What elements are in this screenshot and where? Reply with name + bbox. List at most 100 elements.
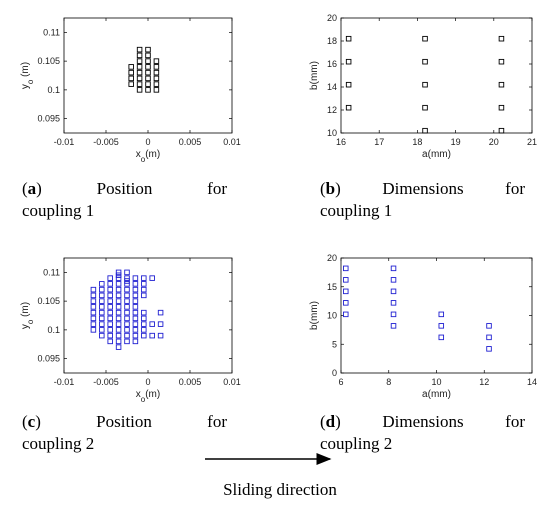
plot-area-d bbox=[340, 257, 533, 374]
data-point-c bbox=[141, 281, 147, 287]
data-point-c bbox=[132, 309, 139, 316]
data-point-b bbox=[345, 104, 352, 111]
data-point-a bbox=[153, 58, 160, 64]
caption-b-label: (b) bbox=[320, 179, 341, 198]
data-point-a bbox=[145, 81, 151, 87]
data-point-c bbox=[115, 315, 122, 322]
data-point-d bbox=[343, 288, 349, 295]
x-axis-label-b: a(mm) bbox=[422, 149, 451, 160]
caption-d-word1: Dimensions bbox=[382, 412, 464, 431]
data-point-c bbox=[124, 292, 130, 299]
y-tick-label-c: 0.1 bbox=[47, 325, 60, 335]
data-point-c bbox=[132, 315, 139, 322]
x-tick-label-c: 0 bbox=[145, 377, 150, 387]
caption-d-word2: for bbox=[505, 412, 525, 431]
data-point-c bbox=[107, 327, 113, 333]
data-point-c bbox=[124, 332, 130, 339]
x-tick-label-a: 0 bbox=[145, 137, 150, 147]
data-point-d bbox=[390, 277, 397, 283]
data-point-a bbox=[136, 58, 143, 64]
data-point-b bbox=[345, 81, 352, 88]
data-point-c bbox=[124, 327, 130, 333]
data-point-a bbox=[145, 87, 151, 93]
data-point-c bbox=[141, 332, 147, 339]
data-point-d bbox=[390, 311, 397, 318]
y-tick-label-b: 18 bbox=[327, 36, 337, 46]
data-point-c bbox=[141, 321, 147, 327]
data-point-a bbox=[153, 81, 160, 87]
x-tick-label-b: 20 bbox=[489, 137, 499, 147]
data-point-c bbox=[124, 315, 130, 322]
y-tick-label-d: 20 bbox=[327, 253, 337, 263]
x-tick-label-b: 18 bbox=[412, 137, 422, 147]
data-point-c bbox=[115, 298, 122, 304]
caption-c-word1: Position bbox=[96, 412, 152, 431]
y-tick-label-d: 10 bbox=[327, 311, 337, 321]
data-point-c bbox=[90, 292, 97, 299]
y-tick-label-a: 0.105 bbox=[37, 56, 60, 66]
data-point-c bbox=[124, 298, 130, 304]
data-point-b bbox=[345, 35, 352, 42]
data-point-c bbox=[99, 309, 105, 316]
data-point-c bbox=[90, 304, 97, 310]
data-point-c bbox=[132, 338, 139, 345]
y-tick-label-c: 0.105 bbox=[37, 296, 60, 306]
x-tick-label-b: 19 bbox=[451, 137, 461, 147]
data-point-a bbox=[153, 64, 160, 70]
data-point-c bbox=[99, 286, 105, 293]
data-point-b bbox=[422, 35, 428, 42]
data-point-a bbox=[136, 52, 143, 59]
caption-a: (a) Position for coupling 1 bbox=[22, 178, 227, 222]
data-point-a bbox=[136, 69, 143, 76]
y-tick-label-a: 0.1 bbox=[47, 85, 60, 95]
data-point-d bbox=[390, 300, 397, 306]
data-point-a bbox=[153, 87, 160, 93]
x-tick-label-a: -0.005 bbox=[93, 137, 119, 147]
data-point-c bbox=[115, 281, 122, 287]
x-tick-label-a: -0.01 bbox=[54, 137, 75, 147]
data-point-c bbox=[107, 309, 113, 316]
data-point-c bbox=[115, 332, 122, 339]
data-point-a bbox=[128, 75, 134, 82]
x-tick-label-b: 17 bbox=[374, 137, 384, 147]
data-point-c bbox=[141, 275, 147, 281]
y-tick-label-b: 20 bbox=[327, 13, 337, 23]
data-point-c bbox=[157, 321, 164, 327]
data-point-c bbox=[132, 292, 139, 299]
data-point-a bbox=[128, 81, 134, 87]
data-point-b bbox=[422, 104, 428, 111]
data-point-c bbox=[107, 275, 113, 281]
data-point-a bbox=[145, 52, 151, 59]
caption-c-line2: coupling 2 bbox=[22, 434, 95, 453]
data-point-c bbox=[90, 327, 97, 333]
y-tick-label-b: 16 bbox=[327, 59, 337, 69]
data-point-c bbox=[115, 338, 122, 345]
caption-a-word1: Position bbox=[96, 179, 153, 198]
sliding-direction-label: Sliding direction bbox=[223, 480, 337, 499]
data-point-a bbox=[145, 69, 151, 76]
data-point-c bbox=[115, 272, 122, 279]
data-point-c bbox=[141, 309, 147, 316]
x-tick-label-d: 10 bbox=[431, 377, 441, 387]
data-point-c bbox=[132, 286, 139, 293]
x-tick-label-d: 6 bbox=[338, 377, 343, 387]
data-point-c bbox=[149, 275, 155, 281]
x-tick-label-d: 14 bbox=[527, 377, 537, 387]
data-point-c bbox=[107, 292, 113, 299]
data-point-b bbox=[498, 35, 505, 42]
data-point-c bbox=[132, 304, 139, 310]
y-tick-label-a: 0.11 bbox=[43, 27, 60, 37]
data-point-c bbox=[141, 327, 147, 333]
x-tick-label-d: 12 bbox=[479, 377, 489, 387]
data-point-c bbox=[124, 269, 130, 276]
plot-area-a bbox=[63, 17, 233, 134]
x-tick-label-b: 16 bbox=[336, 137, 346, 147]
data-point-a bbox=[136, 81, 143, 87]
data-point-a bbox=[145, 46, 151, 53]
plot-area-b bbox=[340, 17, 533, 134]
caption-a-label: (a) bbox=[22, 179, 42, 198]
data-point-c bbox=[141, 315, 147, 322]
data-point-a bbox=[128, 64, 134, 70]
data-point-c bbox=[124, 281, 130, 287]
x-tick-label-a: 0.005 bbox=[179, 137, 202, 147]
